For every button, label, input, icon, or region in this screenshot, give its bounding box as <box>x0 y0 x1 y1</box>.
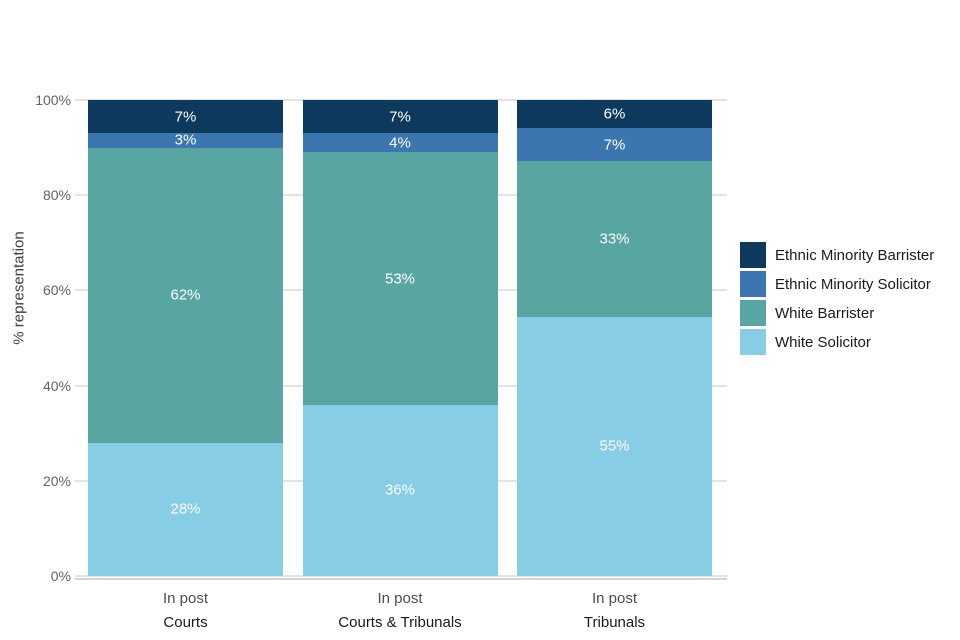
plot-panel: 7% 3% 62% 28% 7% 4% 53% 36% 6% 7% 33% 55% <box>75 99 727 580</box>
category-label: Courts <box>163 614 208 631</box>
y-tick-label: 0% <box>50 568 71 584</box>
bar-segment-value-label: 55% <box>599 437 630 455</box>
category-label: Courts & Tribunals <box>338 614 462 631</box>
x-tick-label: In post <box>377 590 423 607</box>
legend: Ethnic Minority Barrister Ethnic Minority… <box>740 242 934 358</box>
gridline <box>75 575 727 577</box>
legend-item: White Barrister <box>740 300 934 326</box>
gridline <box>75 99 727 101</box>
legend-label: Ethnic Minority Barrister <box>775 246 935 264</box>
bar-segment: 7% <box>302 100 498 134</box>
y-tick-label: 80% <box>42 187 71 204</box>
y-tick-label: 20% <box>42 472 71 489</box>
y-tick-label: 60% <box>42 282 71 299</box>
bar-segment-value-label: 28% <box>170 500 201 518</box>
y-tick-label: 40% <box>42 377 71 394</box>
stacked-bar-tribunals: 6% 7% 33% 55% <box>517 100 712 576</box>
bar-segment: 55% <box>517 316 712 576</box>
legend-item: Ethnic Minority Solicitor <box>740 271 934 297</box>
stacked-bar-courts: 7% 3% 62% 28% <box>88 100 283 576</box>
legend-swatch <box>740 271 766 297</box>
legend-item: Ethnic Minority Barrister <box>740 242 934 268</box>
x-tick-label: In post <box>591 590 638 607</box>
bar-segment: 62% <box>88 147 283 443</box>
x-tick-label: In post <box>162 590 209 607</box>
bar-segment-value-label: 33% <box>599 230 630 248</box>
bar-segment: 7% <box>88 100 283 134</box>
legend-swatch <box>740 300 766 326</box>
bar-segment-value-label: 7% <box>603 136 626 154</box>
bar-segment: 53% <box>302 152 498 405</box>
bar-segment-value-label: 62% <box>170 286 201 304</box>
bar-segment: 6% <box>517 100 712 129</box>
legend-label: Ethnic Minority Solicitor <box>775 275 931 293</box>
legend-swatch <box>740 329 766 355</box>
bar-segment: 36% <box>302 404 498 576</box>
bar-segment: 7% <box>517 128 712 162</box>
bar-segment: 33% <box>517 161 712 317</box>
bar-segment: 3% <box>88 131 283 149</box>
bar-segment-value-label: 7% <box>389 108 411 126</box>
bar-segment: 28% <box>88 442 283 576</box>
stacked-bar-courts-tribunals: 7% 4% 53% 36% <box>302 100 498 576</box>
y-tick-label: 100% <box>35 92 71 108</box>
x-axis-line <box>75 578 727 580</box>
bar-segment-value-label: 53% <box>384 270 416 287</box>
bar-segment-value-label: 3% <box>174 131 197 149</box>
legend-label: White Solicitor <box>775 333 871 351</box>
legend-label: White Barrister <box>775 304 875 322</box>
bar-segment: 4% <box>302 133 498 153</box>
bar-segment-value-label: 6% <box>603 105 626 123</box>
bar-segment-value-label: 7% <box>174 108 197 126</box>
legend-item: White Solicitor <box>740 329 934 355</box>
bar-segment-value-label: 36% <box>384 481 416 499</box>
legend-swatch <box>740 242 766 268</box>
bar-segment-value-label: 4% <box>389 134 411 152</box>
category-label: Tribunals <box>583 614 646 631</box>
